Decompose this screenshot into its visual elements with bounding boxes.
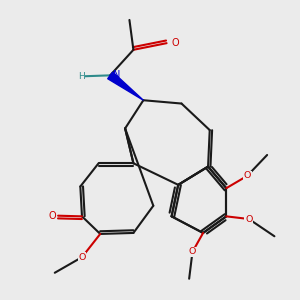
Text: O: O — [49, 211, 57, 221]
Text: O: O — [78, 253, 86, 262]
Polygon shape — [108, 72, 143, 100]
Text: O: O — [171, 38, 179, 48]
Text: N: N — [112, 70, 120, 80]
Text: O: O — [189, 248, 196, 256]
Text: O: O — [244, 171, 251, 180]
Text: O: O — [245, 214, 253, 224]
Text: H: H — [79, 72, 86, 81]
